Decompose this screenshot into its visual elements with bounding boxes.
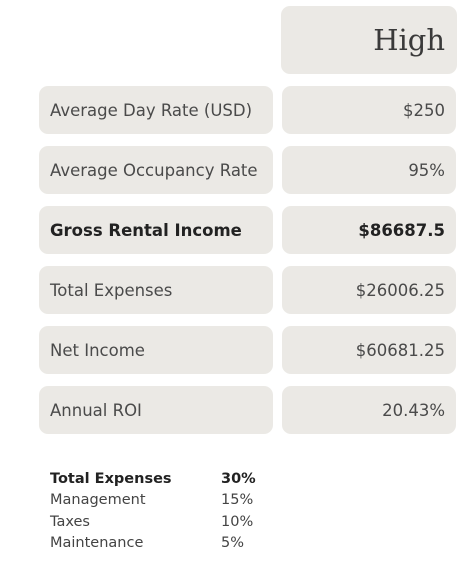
value-average-occupancy-rate: 95% [282,146,456,194]
label-annual-roi: Annual ROI [39,386,273,434]
breakdown-header: Total Expenses 30% [50,468,281,490]
expenses-breakdown: Total Expenses 30% Management 15% Taxes … [50,468,281,554]
breakdown-item-label: Maintenance [50,535,144,552]
label-average-day-rate: Average Day Rate (USD) [39,86,273,134]
label-total-expenses: Total Expenses [39,266,273,314]
breakdown-item-value: 15% [221,492,254,509]
breakdown-item-label: Taxes [50,513,90,530]
scenario-header-high: High [281,6,457,74]
breakdown-item-taxes: Taxes 10% [50,511,281,533]
breakdown-item-value: 10% [221,513,254,530]
label-gross-rental-income: Gross Rental Income [39,206,273,254]
breakdown-total: 30% [221,470,256,487]
breakdown-item-maintenance: Maintenance 5% [50,533,281,555]
breakdown-item-management: Management 15% [50,490,281,512]
breakdown-title: Total Expenses [50,470,172,487]
value-average-day-rate: $250 [282,86,456,134]
breakdown-item-value: 5% [221,535,245,552]
value-gross-rental-income: $86687.5 [282,206,456,254]
value-net-income: $60681.25 [282,326,456,374]
label-net-income: Net Income [39,326,273,374]
value-annual-roi: 20.43% [282,386,456,434]
value-total-expenses: $26006.25 [282,266,456,314]
scenario-title: High [373,23,445,57]
breakdown-item-label: Management [50,492,146,509]
label-average-occupancy-rate: Average Occupancy Rate [39,146,273,194]
